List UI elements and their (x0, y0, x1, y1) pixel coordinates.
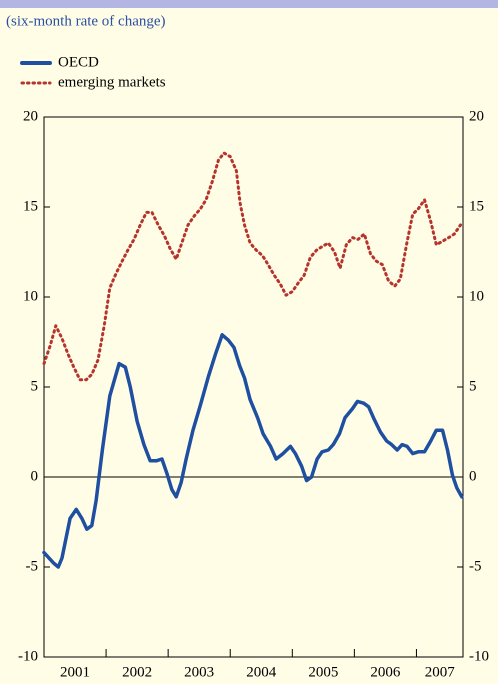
series-line (42, 151, 463, 382)
x-tick-label: 2005 (308, 664, 338, 680)
x-tick-label: 2001 (60, 664, 90, 680)
y-tick-label: 20 (23, 108, 38, 124)
x-tick-label: 2003 (184, 664, 214, 680)
x-tick-label: 2002 (122, 664, 152, 680)
x-tick-label: 2006 (370, 664, 401, 680)
chart-subtitle: (six-month rate of change) (6, 13, 166, 29)
y-tick-label: 0 (31, 468, 39, 484)
y2-tick-label: 20 (469, 108, 484, 124)
y2-tick-label: 10 (469, 288, 484, 304)
plot-frame (43, 116, 464, 658)
y2-tick-label: 15 (469, 198, 484, 214)
y-tick-label: -10 (18, 648, 38, 664)
series-line (42, 333, 464, 569)
y-tick-label: 10 (23, 288, 38, 304)
y2-tick-label: 0 (469, 468, 477, 484)
y2-tick-label: -5 (469, 558, 482, 574)
y2-tick-label: 5 (469, 378, 477, 394)
y-tick-label: 15 (23, 198, 38, 214)
x-tick-label: 2004 (246, 664, 277, 680)
legend-label: OECD (58, 54, 99, 70)
x-tick-label: 2007 (425, 664, 456, 680)
header-bar (0, 0, 498, 8)
y-tick-label: 5 (31, 378, 39, 394)
y2-tick-label: -10 (469, 648, 489, 664)
y-tick-label: -5 (26, 558, 39, 574)
legend-label: emerging markets (58, 74, 166, 90)
